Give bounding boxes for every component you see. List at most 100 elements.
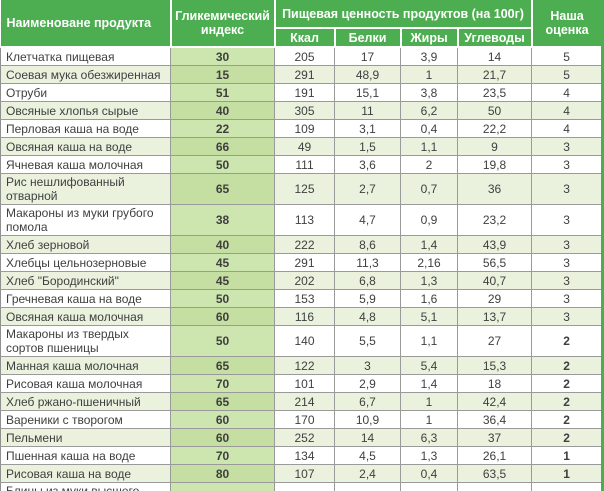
gi-cell: 60: [170, 307, 275, 326]
fat-cell: 6,3: [400, 428, 458, 447]
carbs-cell: 36,4: [456, 410, 533, 429]
protein-cell: 6,7: [334, 392, 401, 411]
protein-cell: 4,8: [334, 307, 401, 326]
name-cell: Пшенная каша на воде: [0, 446, 171, 465]
carbs-cell: 43,9: [456, 235, 533, 254]
carbs-cell: 21,7: [456, 65, 533, 84]
rating-cell: 1: [531, 446, 601, 465]
table-row: Клетчатка пищевая 30 205 17 3,9 14 5: [0, 46, 601, 66]
rating-cell: 3: [531, 253, 601, 272]
kcal-cell: 291: [274, 65, 335, 84]
column-header-product: Наименоване продукта: [0, 0, 172, 48]
carbs-cell: 23,5: [456, 83, 533, 102]
kcal-cell: 153: [274, 289, 335, 308]
rating-cell: 2: [531, 325, 601, 357]
table-row: Отруби 51 191 15,1 3,8 23,5 4: [0, 83, 601, 102]
table-row: Гречневая каша на воде 50 153 5,9 1,6 29 3: [0, 289, 601, 308]
table-row: Блины из муки высшего сорта691855,2334,3…: [0, 482, 601, 491]
rating-cell: 3: [531, 137, 601, 156]
table-row: Овсяные хлопья сырые 40 305 11 6,2 50 4: [0, 101, 601, 120]
fat-cell: 0,4: [400, 464, 458, 483]
rating-cell: 4: [531, 119, 601, 138]
name-cell: Хлебцы цельнозерновые: [0, 253, 171, 272]
protein-cell: 3: [334, 356, 401, 375]
column-header-fat: Жиры: [399, 27, 459, 48]
carbs-cell: 63,5: [456, 464, 533, 483]
carbs-cell: 19,8: [456, 155, 533, 174]
kcal-cell: 140: [274, 325, 335, 357]
name-cell: Рисовая каша на воде: [0, 464, 171, 483]
protein-cell: 1,5: [334, 137, 401, 156]
table-row: Хлеб "Бородинский" 45 202 6,8 1,3 40,7 3: [0, 271, 601, 290]
table-row: Перловая каша на воде 22 109 3,1 0,4 22,2 4: [0, 119, 601, 138]
kcal-cell: 111: [274, 155, 335, 174]
name-cell: Перловая каша на воде: [0, 119, 171, 138]
carbs-cell: 36: [456, 173, 533, 205]
name-cell: Соевая мука обезжиренная: [0, 65, 171, 84]
name-cell: Хлеб "Бородинский": [0, 271, 171, 290]
carbs-cell: 26,1: [456, 446, 533, 465]
gi-cell: 70: [170, 446, 275, 465]
rating-cell: 2: [531, 356, 601, 375]
kcal-cell: 191: [274, 83, 335, 102]
gi-cell: 30: [170, 46, 275, 66]
name-cell: Манная каша молочная: [0, 356, 171, 375]
carbs-cell: 18: [456, 374, 533, 393]
kcal-cell: 291: [274, 253, 335, 272]
table-row: Макароны из муки грубого помола 38 113 4,7 0…: [0, 204, 601, 236]
table-row: Вареники с творогом 60 170 10,9 1 36,4 2: [0, 410, 601, 429]
rating-cell: 4: [531, 101, 601, 120]
table-row: Хлеб зерновой 40 222 8,6 1,4 43,9 3: [0, 235, 601, 254]
table-row: Макароны из твердых сортов пшеницы 50 140 5…: [0, 325, 601, 357]
protein-cell: 3,6: [334, 155, 401, 174]
fat-cell: 1,4: [400, 235, 458, 254]
carbs-cell: 22,2: [456, 119, 533, 138]
gi-cell: 80: [170, 464, 275, 483]
protein-cell: 17: [334, 46, 401, 66]
rating-cell: 5: [531, 46, 601, 66]
name-cell: Вареники с творогом: [0, 410, 171, 429]
carbs-cell: 15,3: [456, 356, 533, 375]
protein-cell: 2,9: [334, 374, 401, 393]
carbs-cell: 9: [456, 137, 533, 156]
column-header-protein: Белки: [333, 27, 402, 48]
carbs-cell: 50: [456, 101, 533, 120]
kcal-cell: 202: [274, 271, 335, 290]
fat-cell: 1,1: [400, 325, 458, 357]
table-row: Рисовая каша на воде 80 107 2,4 0,4 63,5 1: [0, 464, 601, 483]
column-header-nutrition-group: Пищевая ценность продуктов (на 100г): [273, 0, 533, 29]
rating-cell: 3: [531, 307, 601, 326]
protein-cell: 14: [334, 428, 401, 447]
protein-cell: 11,3: [334, 253, 401, 272]
fat-cell: 3,8: [400, 83, 458, 102]
column-header-rating: Наша оценка: [530, 0, 601, 48]
fat-cell: 1,4: [400, 374, 458, 393]
table-row: Соевая мука обезжиренная 15 291 48,9 1 21,7 5: [0, 65, 601, 84]
gi-cell: 22: [170, 119, 275, 138]
fat-cell: 1,6: [400, 289, 458, 308]
gi-cell: 50: [170, 289, 275, 308]
gi-cell: 70: [170, 374, 275, 393]
table-row: Хлеб ржано-пшеничный 65 214 6,7 1 42,4 2: [0, 392, 601, 411]
column-header-glycemic-index: Гликемический индекс: [169, 0, 276, 48]
name-cell: Пельмени: [0, 428, 171, 447]
protein-cell: 6,8: [334, 271, 401, 290]
kcal-cell: 205: [274, 46, 335, 66]
kcal-cell: 49: [274, 137, 335, 156]
protein-cell: 11: [334, 101, 401, 120]
name-cell: Овсяная каша молочная: [0, 307, 171, 326]
name-cell: Клетчатка пищевая: [0, 46, 171, 66]
gi-cell: 65: [170, 356, 275, 375]
gi-cell: 40: [170, 101, 275, 120]
name-cell: Макароны из твердых сортов пшеницы: [0, 325, 171, 357]
protein-cell: 4,7: [334, 204, 401, 236]
table-row: Овсяная каша молочная 60 116 4,8 5,1 13,7 3: [0, 307, 601, 326]
kcal-cell: 125: [274, 173, 335, 205]
table-row: Рис нешлифованный отварной 65 125 2,7 0,7 36 3: [0, 173, 601, 205]
gi-cell: 38: [170, 204, 275, 236]
fat-cell: 6,2: [400, 101, 458, 120]
carbs-cell: 56,5: [456, 253, 533, 272]
fat-cell: 0,4: [400, 119, 458, 138]
name-cell: Ячневая каша молочная: [0, 155, 171, 174]
